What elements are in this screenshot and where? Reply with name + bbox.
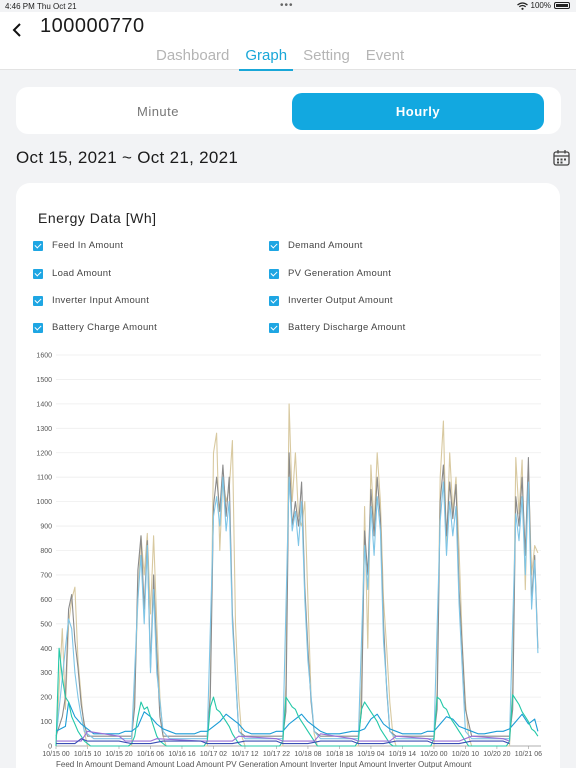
legend-item-inverter-output[interactable]: Inverter Output Amount xyxy=(269,295,393,306)
calendar-icon[interactable] xyxy=(553,149,570,166)
y-tick-label: 600 xyxy=(40,597,52,604)
tab-event[interactable]: Event xyxy=(365,47,405,64)
x-tick-label: 10/15 20 xyxy=(105,751,132,758)
y-tick-label: 700 xyxy=(40,572,52,579)
checkbox-checked-icon[interactable] xyxy=(33,240,43,251)
legend-label: Load Amount xyxy=(52,268,112,279)
x-tick-label: 10/17 12 xyxy=(231,751,258,758)
x-tick-label: 10/17 22 xyxy=(263,751,290,758)
battery-percent: 100% xyxy=(530,1,551,10)
x-tick-label: 10/15 00 xyxy=(42,751,69,758)
status-time: 4:46 PM xyxy=(5,2,35,11)
checkbox-checked-icon[interactable] xyxy=(269,240,279,251)
app-header: 100000770 Dashboard Graph Setting Event xyxy=(0,12,576,71)
page-title: 100000770 xyxy=(40,15,145,37)
legend-item-battery-charge[interactable]: Battery Charge Amount xyxy=(33,322,157,333)
x-tick-label: 10/19 14 xyxy=(389,751,416,758)
battery-icon xyxy=(554,2,570,9)
x-tick-label: 10/15 10 xyxy=(74,751,101,758)
y-tick-label: 1000 xyxy=(36,499,52,506)
status-bar: 4:46 PM Thu Oct 21 ••• 100% xyxy=(0,0,576,12)
series-line-feed-in-amount xyxy=(55,647,539,747)
y-tick-label: 900 xyxy=(40,524,52,531)
legend-label: Inverter Output Amount xyxy=(288,295,393,306)
x-tick-label: 10/19 04 xyxy=(357,751,384,758)
checkbox-checked-icon[interactable] xyxy=(33,268,43,279)
tab-bar: Dashboard Graph Setting Event xyxy=(150,46,414,71)
checkbox-checked-icon[interactable] xyxy=(269,322,279,333)
interval-toggle: Minute Hourly xyxy=(16,87,561,134)
hourly-button[interactable]: Hourly xyxy=(292,93,544,130)
y-tick-label: 1500 xyxy=(36,377,52,384)
series-line-inverter-output-amount xyxy=(55,476,539,740)
y-tick-label: 1200 xyxy=(36,450,52,457)
back-chevron-icon[interactable] xyxy=(8,18,28,42)
y-tick-label: 200 xyxy=(40,695,52,702)
y-tick-label: 500 xyxy=(40,621,52,628)
multitasking-dots-icon[interactable]: ••• xyxy=(280,0,294,11)
x-tick-label: 10/20 00 xyxy=(420,751,447,758)
x-tick-label: 10/17 02 xyxy=(200,751,227,758)
series-line-pv-generation-amount xyxy=(55,403,539,747)
minute-button[interactable]: Minute xyxy=(136,104,180,119)
legend-label: Feed In Amount xyxy=(52,240,124,251)
x-tick-label: 10/20 20 xyxy=(483,751,510,758)
y-tick-label: 1600 xyxy=(36,353,52,360)
tab-graph[interactable]: Graph xyxy=(239,46,294,71)
checkbox-checked-icon[interactable] xyxy=(33,295,43,306)
legend-label: Battery Charge Amount xyxy=(52,322,158,333)
tab-dashboard[interactable]: Dashboard xyxy=(156,47,230,64)
legend-label: Demand Amount xyxy=(288,240,363,251)
y-tick-label: 1300 xyxy=(36,426,52,433)
tab-setting[interactable]: Setting xyxy=(303,47,350,64)
legend-item-inverter-input[interactable]: Inverter Input Amount xyxy=(33,295,149,306)
legend-item-feed-in[interactable]: Feed In Amount xyxy=(33,240,123,251)
legend-label: Battery Discharge Amount xyxy=(288,322,406,333)
legend-label: PV Generation Amount xyxy=(288,268,392,279)
bottom-legend-cutoff: Feed In Amount Demand Amount Load Amount… xyxy=(56,760,472,768)
series-line-load-amount xyxy=(55,701,539,735)
checkbox-checked-icon[interactable] xyxy=(33,322,43,333)
x-tick-label: 10/21 06 xyxy=(515,751,542,758)
legend-item-load[interactable]: Load Amount xyxy=(33,268,111,279)
y-tick-label: 400 xyxy=(40,646,52,653)
status-right: 100% xyxy=(516,1,570,10)
y-tick-label: 1400 xyxy=(36,401,52,408)
x-tick-label: 10/16 16 xyxy=(168,751,195,758)
y-tick-label: 1100 xyxy=(37,475,52,482)
legend-item-demand[interactable]: Demand Amount xyxy=(269,240,363,251)
chart-title: Energy Data [Wh] xyxy=(38,210,157,226)
series-line-battery-charge-amount xyxy=(56,738,510,745)
x-tick-label: 10/16 06 xyxy=(137,751,164,758)
status-date: Thu Oct 21 xyxy=(37,2,77,11)
checkbox-checked-icon[interactable] xyxy=(269,268,279,279)
y-tick-label: 0 xyxy=(48,744,52,751)
legend-label: Inverter Input Amount xyxy=(52,295,150,306)
x-tick-label: 10/18 08 xyxy=(294,751,321,758)
x-tick-label: 10/18 18 xyxy=(326,751,353,758)
energy-line-chart[interactable]: 0 100 200 300 400 500 600 700 800 900 1000 1100 1200… xyxy=(0,350,576,768)
checkbox-checked-icon[interactable] xyxy=(269,295,279,306)
y-tick-label: 100 xyxy=(40,719,52,726)
y-tick-label: 800 xyxy=(40,548,52,555)
series-line-battery-discharge-amount xyxy=(56,730,510,742)
x-tick-label: 10/20 10 xyxy=(452,751,479,758)
y-tick-label: 300 xyxy=(40,670,52,677)
wifi-icon xyxy=(516,1,528,10)
date-range: Oct 15, 2021 ~ Oct 21, 2021 xyxy=(16,148,239,167)
legend-item-battery-discharge[interactable]: Battery Discharge Amount xyxy=(269,322,406,333)
legend-item-pv-generation[interactable]: PV Generation Amount xyxy=(269,268,391,279)
